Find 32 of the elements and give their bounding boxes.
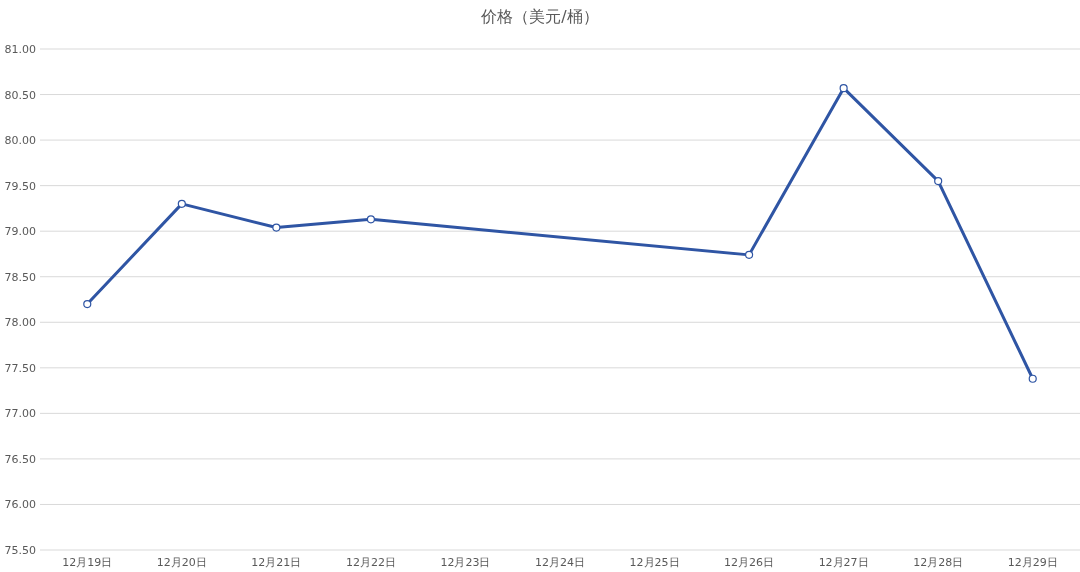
x-tick-label: 12月28日 bbox=[913, 556, 964, 569]
y-tick-label: 75.50 bbox=[4, 544, 36, 557]
y-tick-label: 78.00 bbox=[4, 316, 36, 330]
y-tick-label: 79.50 bbox=[4, 179, 36, 193]
y-tick-label: 76.50 bbox=[4, 452, 36, 466]
y-tick-label: 76.00 bbox=[4, 498, 36, 512]
y-tick-label: 78.50 bbox=[4, 270, 36, 284]
y-tick-label: 79.00 bbox=[4, 225, 36, 239]
x-tick-label: 12月26日 bbox=[724, 556, 775, 569]
x-tick-label: 12月20日 bbox=[156, 556, 207, 569]
point bbox=[839, 84, 848, 93]
y-tick-label: 77.00 bbox=[4, 407, 36, 421]
x-tick-label: 12月25日 bbox=[629, 556, 680, 569]
x-tick-label: 12月22日 bbox=[345, 556, 396, 569]
y-tick-label: 80.00 bbox=[4, 134, 36, 148]
y-tick-label: 81.00 bbox=[4, 43, 36, 56]
x-tick-label: 12月19日 bbox=[62, 556, 113, 569]
x-tick-label: 12月27日 bbox=[818, 556, 869, 569]
x-tick-label: 12月21日 bbox=[251, 556, 302, 569]
point bbox=[744, 250, 754, 259]
point bbox=[366, 215, 376, 224]
x-tick-label: 12月24日 bbox=[535, 556, 585, 569]
x-tick-label: 12月23日 bbox=[440, 556, 491, 569]
point bbox=[83, 299, 92, 309]
point bbox=[272, 223, 281, 232]
chart-title: 价格（美元/桶） bbox=[480, 7, 599, 26]
point bbox=[1028, 374, 1037, 383]
y-tick-label: 77.50 bbox=[4, 361, 36, 375]
y-tick-label: 80.50 bbox=[4, 88, 36, 102]
point bbox=[934, 176, 943, 186]
point bbox=[177, 199, 186, 208]
x-tick-label: 12月29日 bbox=[1007, 556, 1058, 569]
